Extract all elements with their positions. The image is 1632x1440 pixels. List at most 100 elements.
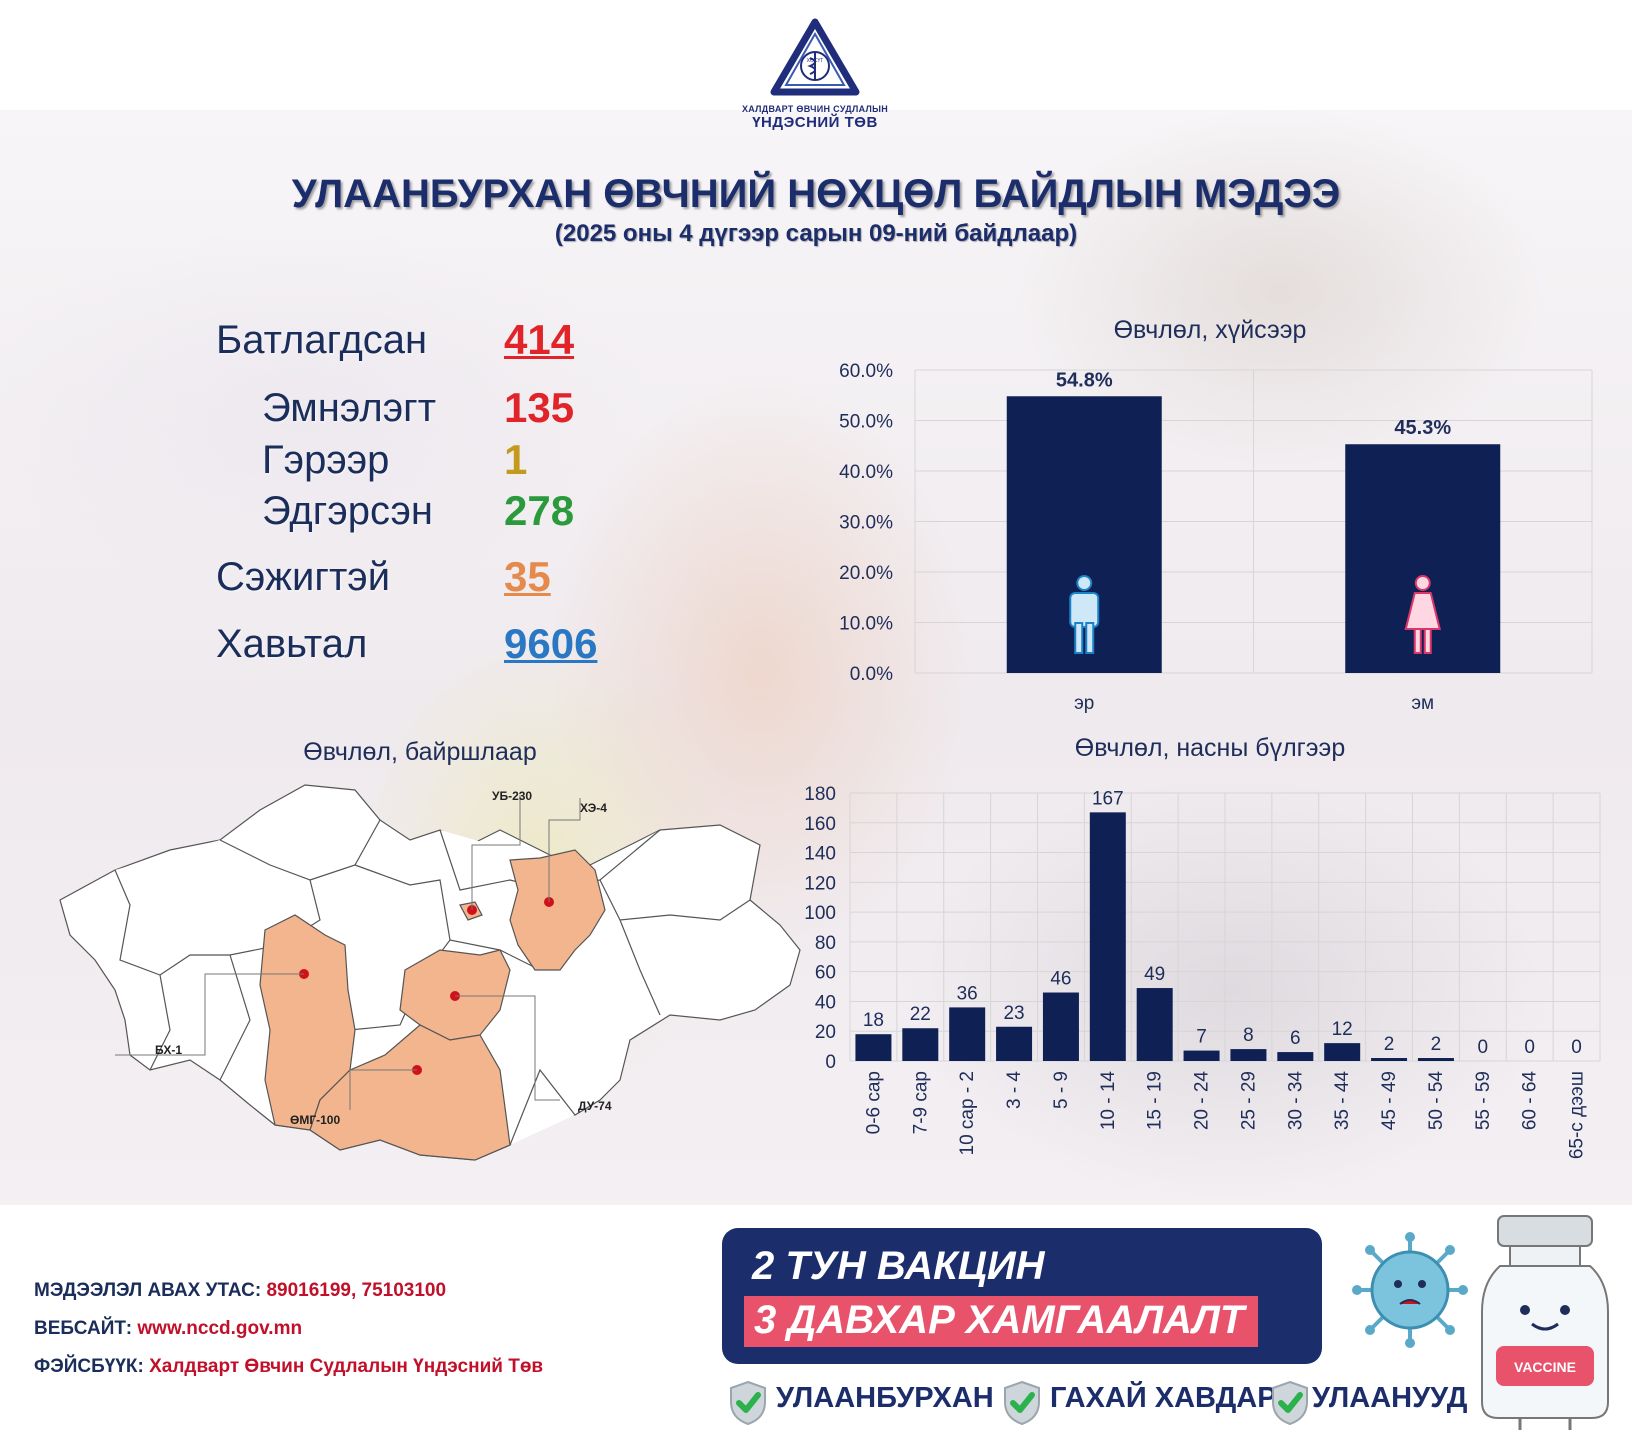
stat-recovered-label: Эдгэрсэн: [262, 489, 433, 533]
age-category-label: 7-9 сар: [910, 1071, 931, 1134]
footer-web-label: ВЕБСАЙТ:: [34, 1318, 133, 1339]
logo-triangle-icon: ХӨСҮТ: [770, 18, 860, 96]
age-category-label: 50 - 54: [1426, 1071, 1447, 1131]
page-subtitle: (2025 оны 4 дүгээр сарын 09-ний байдлаар…: [554, 220, 1078, 247]
map-labels: УБ-230 ХЭ-4 БХ-1 ДУ-74 ӨМГ-100: [155, 789, 612, 1127]
male-icon: [1069, 575, 1100, 654]
stat-confirmed-value: 414: [504, 316, 575, 363]
gender-y-tick: 10.0%: [839, 614, 893, 635]
age-bar: [1042, 992, 1079, 1061]
female-icon: [1404, 575, 1442, 654]
gender-y-tick: 20.0%: [839, 563, 893, 584]
age-y-tick: 120: [804, 873, 836, 894]
gender-value-label: 45.3%: [1394, 417, 1451, 439]
gender-bar: [1006, 396, 1162, 673]
footer-web-value[interactable]: www.nccd.gov.mn: [137, 1318, 303, 1339]
banner-line-2: 3 ДАВХАР ХАМГААЛАЛТ: [744, 1296, 1259, 1347]
footer-website: ВЕБСАЙТ: www.nccd.gov.mn: [34, 1318, 302, 1340]
stat-suspected-value: 35: [504, 553, 551, 600]
footer-phone-label: МЭДЭЭЛЭЛ АВАХ УТАС:: [34, 1280, 262, 1301]
map-label-du: ДУ-74: [578, 1099, 612, 1113]
stat-contacts-label: Хавьтал: [216, 622, 368, 666]
age-bar: [855, 1034, 892, 1061]
map-leader-lines: [115, 795, 581, 1110]
map-label-bkh: БХ-1: [155, 1043, 182, 1057]
age-category-label: 10 сар - 2: [957, 1071, 978, 1156]
gender-y-tick: 30.0%: [839, 513, 893, 534]
age-bar: [902, 1028, 939, 1061]
page-title: УЛААНБУРХАН ӨВЧНИЙ НӨХЦӨЛ БАЙДЛЫН МЭДЭЭ: [291, 172, 1341, 216]
age-value-label: 2: [1384, 1034, 1395, 1055]
age-category-label: 55 - 59: [1473, 1071, 1494, 1130]
region-omnogovi: [309, 1024, 511, 1161]
shield-check-icon: [728, 1380, 768, 1426]
gender-chart: 60.0% 50.0% 40.0% 30.0% 20.0% 10.0% 0.0% 54.8% э…: [839, 361, 1593, 714]
organization-logo: ХӨСҮТ ХАЛДВАРТ ӨВЧИН СУДЛАЛЫН ҮНДЭСНИЙ Т…: [740, 18, 890, 131]
age-value-label: 18: [863, 1010, 884, 1031]
age-value-label: 23: [1003, 1003, 1024, 1024]
stat-contacts-value: 9606: [504, 620, 598, 667]
disease-measles: УЛААНБУРХАН: [776, 1382, 994, 1414]
footer-facebook: ФЭЙСБҮҮК: Халдварт Өвчин Судлалын Үндэсн…: [34, 1356, 543, 1378]
logo-bottom-text: ҮНДЭСНИЙ ТӨВ: [752, 114, 878, 131]
stat-suspected-label: Сэжигтэй: [216, 555, 391, 599]
stat-home-value: 1: [504, 436, 528, 483]
age-bar: [1230, 1049, 1267, 1061]
age-category-label: 15 - 19: [1145, 1071, 1166, 1130]
age-y-tick: 140: [804, 844, 836, 865]
svg-text:ХӨСҮТ: ХӨСҮТ: [807, 58, 824, 64]
footer-phone-value: 89016199, 75103100: [266, 1280, 447, 1301]
age-y-tick: 20: [815, 1022, 836, 1043]
shield-check-icon: [1270, 1380, 1310, 1426]
map-highlight-regions: [259, 849, 606, 1161]
vaccine-label: VACCINE: [1514, 1359, 1576, 1375]
age-value-label: 0: [1478, 1037, 1489, 1058]
age-bar: [1371, 1058, 1408, 1061]
age-bar: [1136, 988, 1173, 1061]
age-y-tick: 40: [815, 992, 836, 1013]
gender-y-tick: 40.0%: [839, 462, 893, 483]
age-value-label: 2: [1431, 1034, 1442, 1055]
age-bar: [949, 1007, 986, 1061]
stat-hospital-label: Эмнэлэгт: [262, 386, 437, 430]
gender-y-tick: 0.0%: [850, 664, 893, 685]
gender-bar: [1345, 444, 1501, 673]
mongolia-map: УБ-230 ХЭ-4 БХ-1 ДУ-74 ӨМГ-100: [59, 784, 801, 1161]
region-khentii: [509, 849, 606, 971]
vaccine-bottle-icon: VACCINE: [1481, 1215, 1609, 1430]
age-y-tick: 80: [815, 933, 836, 954]
disease-rubella: УЛААНУУД: [1312, 1382, 1468, 1414]
age-category-label: 0-6 сар: [863, 1071, 884, 1134]
age-value-label: 36: [957, 983, 978, 1004]
age-bar: [996, 1026, 1033, 1061]
age-value-label: 167: [1092, 788, 1124, 809]
stat-recovered-value: 278: [504, 487, 575, 534]
age-value-label: 6: [1290, 1028, 1301, 1049]
age-value-label: 46: [1050, 969, 1071, 990]
gender-category-label: эм: [1411, 693, 1434, 714]
age-category-label: 35 - 44: [1332, 1071, 1353, 1131]
banner-line-1: 2 ТУН ВАКЦИН: [752, 1244, 1045, 1288]
footer-phone: МЭДЭЭЛЭЛ АВАХ УТАС: 89016199, 75103100: [34, 1280, 446, 1302]
age-y-tick: 60: [815, 963, 836, 984]
age-chart-title: Өвчлөл, насны бүлгээр: [1074, 734, 1346, 762]
age-category-label: 20 - 24: [1192, 1071, 1213, 1131]
shield-check-icon: [1002, 1380, 1042, 1426]
footer-fb-value[interactable]: Халдварт Өвчин Судлалын Үндэсний Төв: [149, 1356, 544, 1377]
footer-fb-label: ФЭЙСБҮҮК:: [34, 1356, 144, 1377]
age-category-label: 60 - 64: [1520, 1071, 1541, 1131]
disease-mumps: ГАХАЙ ХАВДАР: [1050, 1382, 1277, 1414]
age-bar: [1324, 1043, 1361, 1061]
age-category-label: 5 - 9: [1051, 1071, 1072, 1109]
age-y-tick: 100: [804, 903, 836, 924]
map-label-khe: ХЭ-4: [580, 801, 607, 815]
age-value-label: 0: [1571, 1037, 1582, 1058]
age-y-tick: 160: [804, 814, 836, 835]
age-value-label: 12: [1332, 1019, 1353, 1040]
logo-top-text: ХАЛДВАРТ ӨВЧИН СУДЛАЛЫН: [741, 104, 889, 114]
gender-y-tick: 60.0%: [839, 361, 893, 382]
age-category-label: 65-с дээш: [1567, 1071, 1588, 1159]
age-category-label: 10 - 14: [1098, 1071, 1119, 1131]
stat-hospital-value: 135: [504, 384, 575, 431]
